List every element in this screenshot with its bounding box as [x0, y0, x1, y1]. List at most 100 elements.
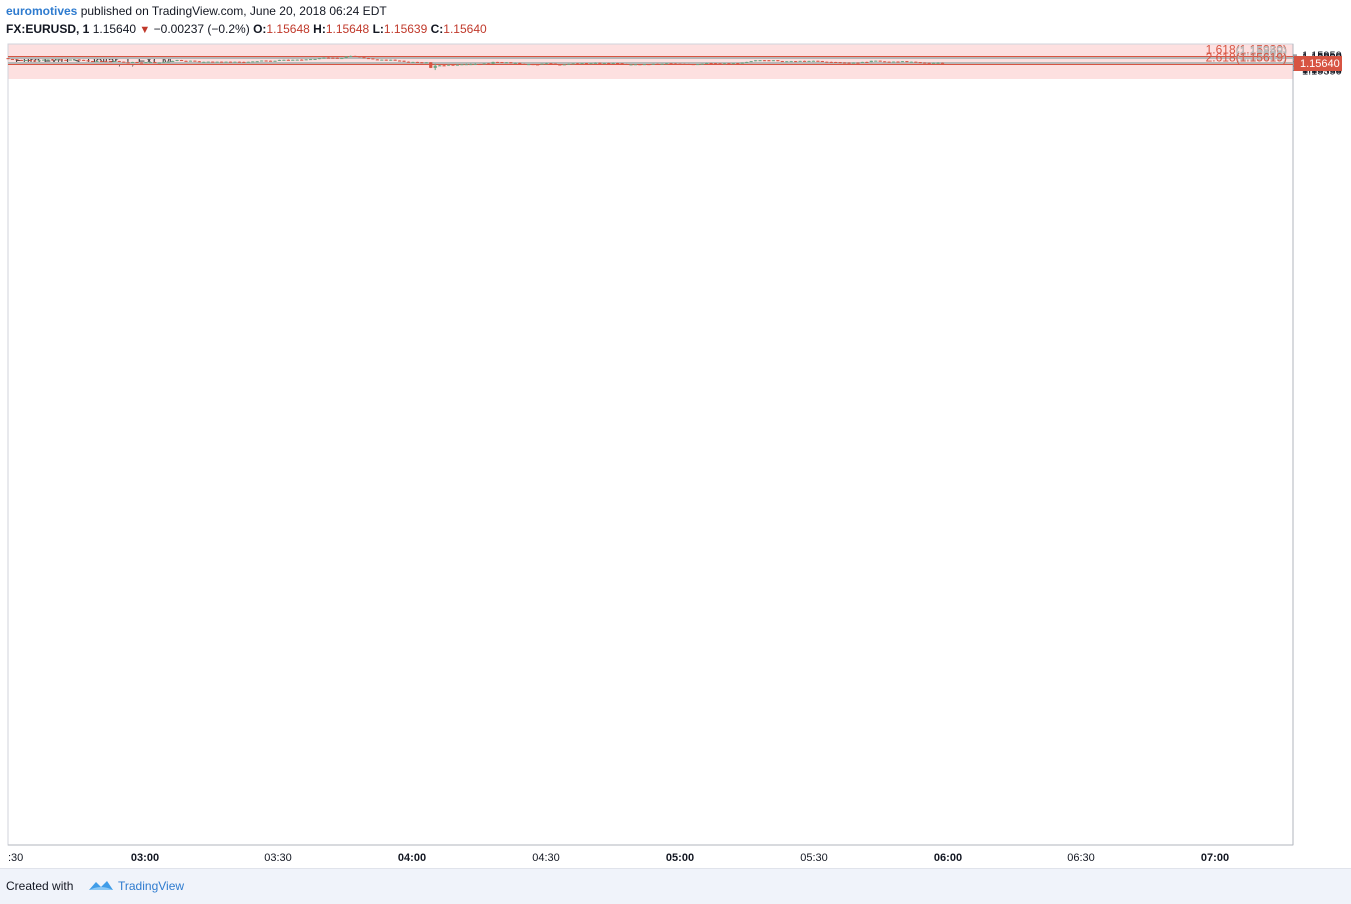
candle	[233, 61, 237, 63]
candle	[914, 61, 918, 63]
candle-body	[491, 61, 495, 64]
candle-body	[10, 59, 15, 61]
candle-body	[37, 60, 41, 62]
candle-body	[99, 61, 104, 63]
candle	[513, 62, 517, 64]
candle-body	[340, 58, 344, 60]
candle	[273, 60, 277, 62]
candle-body	[464, 64, 468, 66]
candle	[77, 59, 81, 61]
candle	[277, 59, 282, 61]
candle-body	[82, 59, 86, 61]
candle-body	[896, 61, 900, 63]
candle	[349, 55, 353, 57]
candle	[131, 61, 135, 63]
candle	[6, 58, 10, 60]
high-label: H:	[313, 22, 326, 36]
price-chart[interactable]: 1.618(1.15930)(1.15859)(1.15848)(1.15683…	[0, 0, 1351, 868]
candle	[727, 63, 731, 65]
candle	[887, 61, 891, 63]
candle-body	[353, 55, 357, 57]
candle	[665, 63, 669, 65]
author-link[interactable]: euromotives	[6, 4, 78, 18]
candle-body	[794, 61, 798, 63]
x-tick-label: 04:00	[398, 852, 426, 864]
last-price-label: 1.15640	[1300, 58, 1340, 70]
candle	[375, 59, 379, 61]
candle	[19, 59, 23, 61]
candle-body	[366, 58, 371, 60]
candle	[798, 60, 802, 62]
candle	[736, 63, 740, 65]
candle-body	[415, 61, 419, 63]
candle-body	[322, 57, 326, 59]
candle	[687, 63, 691, 65]
candle-body	[260, 60, 264, 62]
candle-body	[509, 62, 513, 64]
candle-body	[887, 61, 891, 63]
candle-body	[660, 63, 664, 65]
tradingview-link[interactable]: TradingView	[118, 879, 185, 893]
candle-body	[718, 63, 722, 65]
candle	[122, 61, 126, 63]
candle-body	[513, 62, 517, 64]
tradingview-logo-icon[interactable]	[88, 878, 114, 894]
candle-body	[647, 64, 651, 66]
candle	[616, 62, 620, 65]
candle	[491, 61, 495, 65]
candle	[629, 64, 633, 66]
candle-body	[811, 60, 816, 62]
candle-body	[122, 61, 126, 63]
candle	[896, 61, 900, 63]
candle-body	[656, 63, 660, 65]
candle	[451, 64, 455, 66]
price-axis: 1.159501.159001.158501.158001.157501.157…	[1293, 50, 1342, 77]
candle	[709, 62, 713, 65]
candle-body	[179, 60, 184, 62]
candle-body	[15, 59, 19, 61]
x-tick-label: 05:30	[800, 852, 828, 864]
candle	[424, 62, 428, 64]
candle-body	[393, 59, 397, 61]
candle	[731, 63, 735, 65]
candle	[95, 60, 99, 63]
candle	[433, 63, 437, 71]
candle	[317, 58, 322, 60]
candle-body	[576, 63, 580, 65]
created-with-label: Created with	[6, 879, 74, 893]
candle	[633, 64, 638, 66]
candle-body	[802, 60, 807, 62]
candle	[246, 61, 250, 63]
fib-level-label: 1.618(1.15930)	[1206, 43, 1287, 57]
candle	[478, 63, 482, 66]
candle-body	[522, 63, 526, 65]
candle	[593, 62, 597, 64]
time-axis: :30 03:00 03:30 04:00 04:30 05:00 05:30 06:00 06…	[8, 852, 1229, 864]
candle	[68, 59, 72, 61]
candle	[527, 63, 531, 66]
candle	[691, 64, 695, 66]
candle	[442, 64, 446, 67]
candle	[126, 62, 130, 64]
candle	[438, 64, 442, 67]
candle-body	[682, 63, 686, 65]
candle	[393, 59, 397, 61]
candle-body	[406, 61, 411, 63]
candle	[856, 62, 860, 64]
candle-body	[567, 63, 571, 65]
candle-body	[380, 59, 384, 61]
candle-body	[309, 59, 313, 61]
candle	[762, 60, 767, 62]
candle-body	[473, 64, 477, 66]
candle	[171, 60, 175, 62]
last-price-badge	[1294, 56, 1342, 72]
candle-body	[362, 57, 366, 59]
candle-body	[55, 59, 59, 61]
candle	[460, 64, 464, 66]
x-tick-label: 06:30	[1067, 852, 1095, 864]
candle-body	[776, 60, 780, 62]
candle	[153, 61, 157, 64]
candle	[220, 61, 224, 63]
candle-body	[108, 61, 112, 63]
candle	[15, 59, 19, 61]
